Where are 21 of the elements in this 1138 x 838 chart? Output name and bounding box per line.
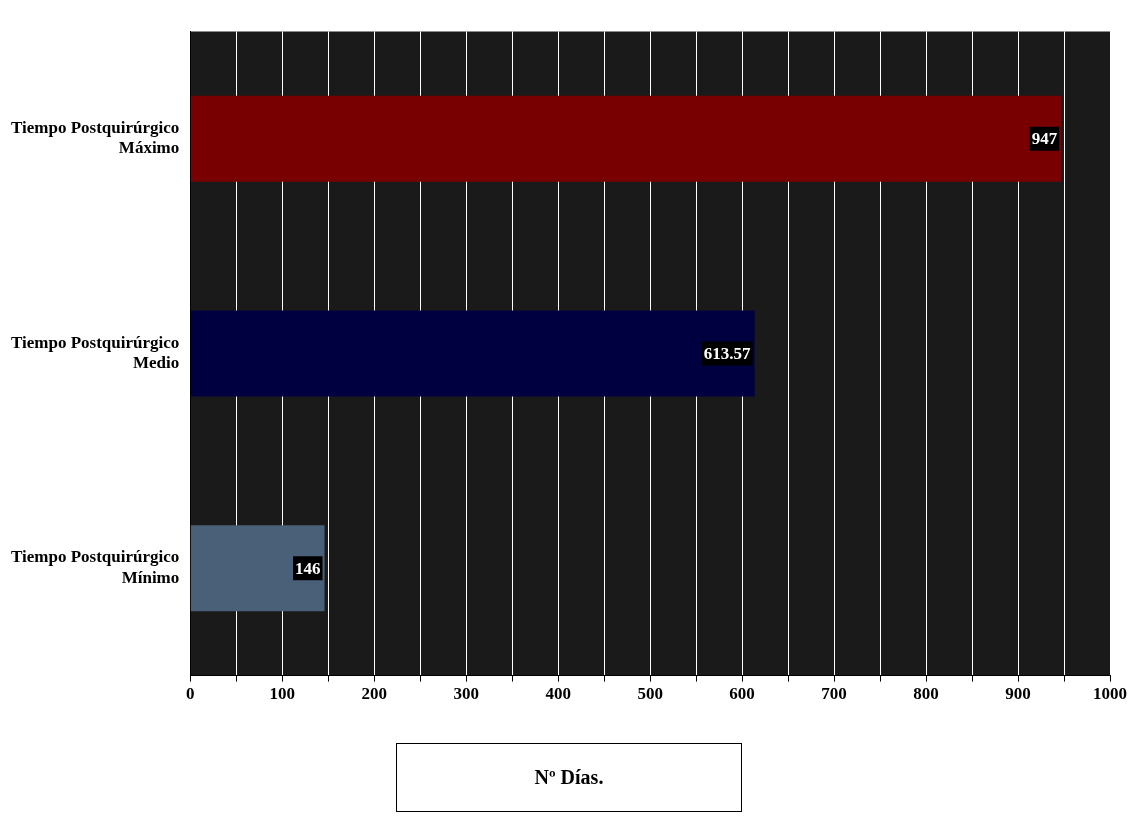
data-label: 613.57 — [703, 343, 752, 363]
data-label: 947 — [1031, 129, 1058, 149]
y-tick-label: Tiempo Postquirúrgico Medio — [10, 332, 180, 373]
x-tick-label: 700 — [821, 684, 847, 704]
x-tick-label: 0 — [186, 684, 195, 704]
x-tick-label: 100 — [269, 684, 295, 704]
y-tick-label: Tiempo Postquirúrgico Mínimo — [10, 547, 180, 587]
y-tick-label: Tiempo Postquirúrgico Máximo — [10, 117, 180, 158]
data-label: 146 — [295, 558, 321, 578]
bar — [190, 310, 755, 397]
x-axis-title: Nº Días. — [396, 743, 742, 812]
x-tick-label: 900 — [1005, 684, 1031, 704]
x-tick-label: 600 — [729, 684, 755, 704]
bar — [190, 525, 325, 612]
x-tick-label: 400 — [545, 684, 571, 704]
x-tick-label: 200 — [361, 684, 387, 704]
x-tick-label: 1000 — [1093, 684, 1127, 704]
x-tick-label: 800 — [913, 684, 939, 704]
x-tick-label: 300 — [453, 684, 479, 704]
x-tick-label: 500 — [637, 684, 663, 704]
bar — [190, 95, 1062, 182]
